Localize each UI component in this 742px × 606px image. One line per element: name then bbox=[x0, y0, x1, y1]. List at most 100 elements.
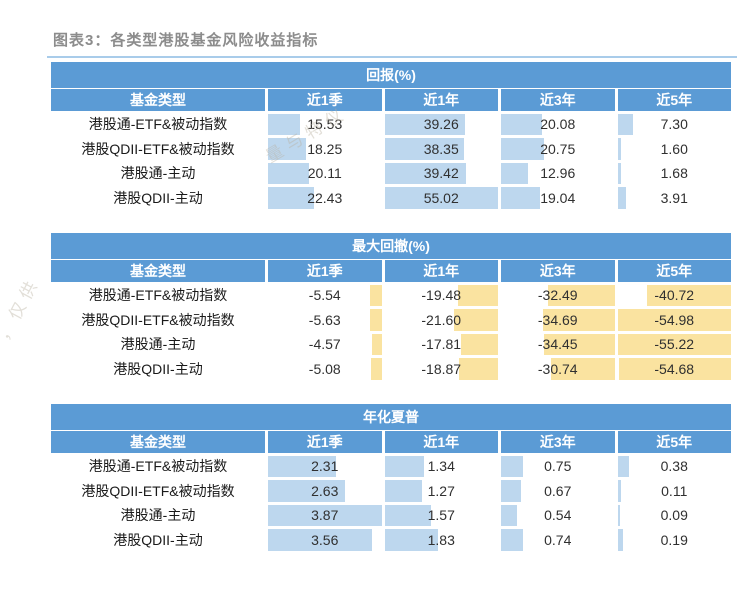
value-cell: 3.87 bbox=[268, 503, 382, 528]
value-cell: 38.35 bbox=[384, 137, 499, 162]
value-cell: 55.02 bbox=[384, 186, 498, 211]
column-header-row: 基金类型 近1季 近1年 近3年 近5年 bbox=[51, 260, 731, 282]
data-bar bbox=[370, 284, 382, 306]
value-cell: 7.30 bbox=[617, 112, 732, 137]
table-row: 港股通-ETF&被动指数 -5.54 -19.48 -32.49 -40.72 bbox=[51, 283, 731, 308]
fund-type-label: 港股通-主动 bbox=[120, 165, 196, 182]
watermark-fragment-left: ，仅供 bbox=[0, 273, 44, 344]
table-sharpe: 年化夏普 基金类型 近1季 近1年 近3年 近5年 港股通-ETF&被动指数 2.31 1.34… bbox=[51, 404, 731, 552]
data-bar bbox=[501, 113, 543, 135]
data-bar bbox=[453, 309, 498, 331]
value-cell: 0.09 bbox=[617, 503, 732, 528]
value-cell: -19.48 bbox=[385, 283, 498, 308]
data-bar bbox=[384, 162, 466, 184]
data-bar bbox=[268, 187, 315, 209]
column-header: 近1季 bbox=[268, 260, 382, 282]
value-cell: 0.67 bbox=[501, 479, 615, 504]
value-cell: -40.72 bbox=[618, 283, 731, 308]
value-cell: 2.31 bbox=[268, 454, 382, 479]
column-header: 近1年 bbox=[384, 431, 498, 453]
data-bar bbox=[617, 162, 621, 184]
value-cell: -18.87 bbox=[385, 357, 498, 382]
value-cell: -54.68 bbox=[618, 357, 731, 382]
value-cell: 1.60 bbox=[617, 137, 732, 162]
value-cell: -32.49 bbox=[501, 283, 615, 308]
data-bar bbox=[268, 455, 336, 477]
data-bar bbox=[461, 333, 498, 355]
table-row: 港股QDII-ETF&被动指数 -5.63 -21.60 -34.69 -54.98 bbox=[51, 308, 731, 333]
data-bar bbox=[384, 455, 424, 477]
table-row: 港股QDII-主动 3.56 1.83 0.74 0.19 bbox=[51, 528, 731, 553]
value-cell: -21.60 bbox=[385, 308, 498, 333]
column-header: 近1季 bbox=[268, 89, 382, 111]
data-bar bbox=[268, 113, 301, 135]
value-cell: 0.19 bbox=[617, 528, 732, 553]
table-row: 港股QDII-主动 -5.08 -18.87 -30.74 -54.68 bbox=[51, 357, 731, 382]
table-header-return: 回报(%) bbox=[51, 62, 731, 88]
data-bar bbox=[617, 480, 621, 502]
data-bar bbox=[501, 455, 523, 477]
data-bar bbox=[617, 187, 626, 209]
value-cell: 1.34 bbox=[384, 454, 499, 479]
figure-title: 图表3：各类型港股基金风险收益指标 bbox=[53, 32, 319, 49]
column-header: 近3年 bbox=[501, 89, 615, 111]
table-row: 港股通-主动 3.87 1.57 0.54 0.09 bbox=[51, 503, 731, 528]
data-bar bbox=[384, 187, 498, 209]
fund-type-label: 港股通-ETF&被动指数 bbox=[88, 287, 228, 304]
fund-type-label: 港股通-ETF&被动指数 bbox=[88, 116, 228, 133]
data-bar bbox=[268, 480, 346, 502]
fund-type-label: 港股QDII-ETF&被动指数 bbox=[81, 482, 235, 499]
fund-type-label: 港股QDII-主动 bbox=[113, 531, 203, 548]
column-header: 近1年 bbox=[384, 260, 498, 282]
data-bar bbox=[617, 113, 633, 135]
data-bar bbox=[501, 529, 523, 551]
data-bar bbox=[501, 480, 521, 502]
data-bar bbox=[384, 138, 464, 160]
column-header: 近1季 bbox=[268, 431, 382, 453]
column-header: 近5年 bbox=[617, 89, 731, 111]
value-cell: 15.53 bbox=[268, 112, 382, 137]
column-header: 基金类型 bbox=[51, 260, 265, 282]
table-row: 港股通-ETF&被动指数 15.53 39.26 20.08 7.30 bbox=[51, 112, 731, 137]
value-cell: 0.54 bbox=[501, 503, 615, 528]
data-bar bbox=[268, 138, 306, 160]
fund-type-label: 港股通-主动 bbox=[120, 507, 196, 524]
title-underline bbox=[47, 56, 737, 58]
value-cell: -5.63 bbox=[268, 308, 382, 333]
table-row: 港股QDII-ETF&被动指数 18.25 38.35 20.75 1.60 bbox=[51, 137, 731, 162]
value-cell: 20.11 bbox=[268, 161, 382, 186]
data-bar bbox=[617, 455, 629, 477]
value-cell: 1.83 bbox=[384, 528, 499, 553]
data-bar bbox=[384, 529, 439, 551]
value-cell: 1.68 bbox=[617, 161, 732, 186]
data-bar bbox=[618, 358, 731, 380]
column-header-row: 基金类型 近1季 近1年 近3年 近5年 bbox=[51, 431, 731, 453]
value-cell: 20.08 bbox=[501, 112, 615, 137]
data-bar bbox=[371, 358, 382, 380]
value-cell: 19.04 bbox=[501, 186, 615, 211]
data-bar bbox=[372, 333, 382, 355]
value-cell: -4.57 bbox=[268, 332, 382, 357]
data-bar bbox=[618, 309, 731, 331]
value-cell: 20.75 bbox=[501, 137, 615, 162]
data-bar bbox=[501, 504, 517, 526]
data-bar bbox=[617, 504, 621, 526]
data-bar bbox=[384, 113, 466, 135]
data-bar bbox=[457, 284, 498, 306]
data-bar bbox=[543, 309, 615, 331]
fund-type-label: 港股通-ETF&被动指数 bbox=[88, 458, 228, 475]
data-bar bbox=[617, 333, 731, 355]
data-bar bbox=[459, 358, 498, 380]
value-cell: -34.45 bbox=[501, 332, 615, 357]
value-cell: -5.08 bbox=[268, 357, 382, 382]
column-header: 近5年 bbox=[617, 260, 731, 282]
value-cell: -5.54 bbox=[268, 283, 382, 308]
data-bar bbox=[384, 504, 431, 526]
table-row: 港股通-主动 20.11 39.42 12.96 1.68 bbox=[51, 161, 731, 186]
value-cell: 0.38 bbox=[617, 454, 732, 479]
table-row: 港股通-ETF&被动指数 2.31 1.34 0.75 0.38 bbox=[51, 454, 731, 479]
value-cell: 0.74 bbox=[501, 528, 615, 553]
fund-type-label: 港股QDII-主动 bbox=[113, 189, 203, 206]
value-cell: -55.22 bbox=[617, 332, 731, 357]
